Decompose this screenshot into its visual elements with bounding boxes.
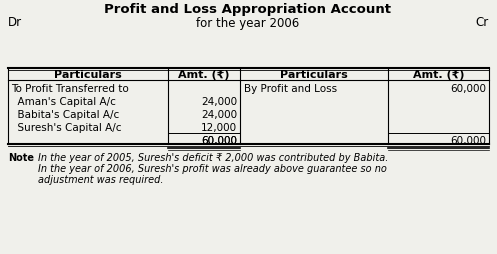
Text: Suresh's Capital A/c: Suresh's Capital A/c: [11, 123, 121, 133]
Text: Profit and Loss Appropriation Account: Profit and Loss Appropriation Account: [104, 4, 392, 17]
Text: Dr: Dr: [8, 17, 22, 29]
Text: 24,000: 24,000: [201, 97, 237, 107]
Text: 12,000: 12,000: [201, 123, 237, 133]
Text: To Profit Transferred to: To Profit Transferred to: [11, 84, 129, 94]
Text: Aman's Capital A/c: Aman's Capital A/c: [11, 97, 116, 107]
Text: Babita's Capital A/c: Babita's Capital A/c: [11, 110, 119, 120]
Text: 24,000: 24,000: [201, 110, 237, 120]
Text: Cr: Cr: [476, 17, 489, 29]
Text: In the year of 2006, Suresh's profit was already above guarantee so no: In the year of 2006, Suresh's profit was…: [38, 163, 387, 173]
Text: Note: Note: [8, 152, 34, 162]
Text: 60,000: 60,000: [201, 136, 237, 146]
Text: 60,000: 60,000: [450, 136, 486, 146]
Text: 60,000: 60,000: [201, 136, 237, 146]
Text: Amt. (₹): Amt. (₹): [178, 70, 230, 80]
Text: Particulars: Particulars: [54, 70, 122, 80]
Text: adjustment was required.: adjustment was required.: [38, 174, 164, 184]
Text: 60,000: 60,000: [450, 84, 486, 94]
Text: Particulars: Particulars: [280, 70, 348, 80]
Text: In the year of 2005, Suresh's deficit ₹ 2,000 was contributed by Babita.: In the year of 2005, Suresh's deficit ₹ …: [38, 152, 388, 162]
Text: By Profit and Loss: By Profit and Loss: [244, 84, 337, 94]
Text: for the year 2006: for the year 2006: [196, 17, 300, 29]
Text: Amt. (₹): Amt. (₹): [413, 70, 464, 80]
